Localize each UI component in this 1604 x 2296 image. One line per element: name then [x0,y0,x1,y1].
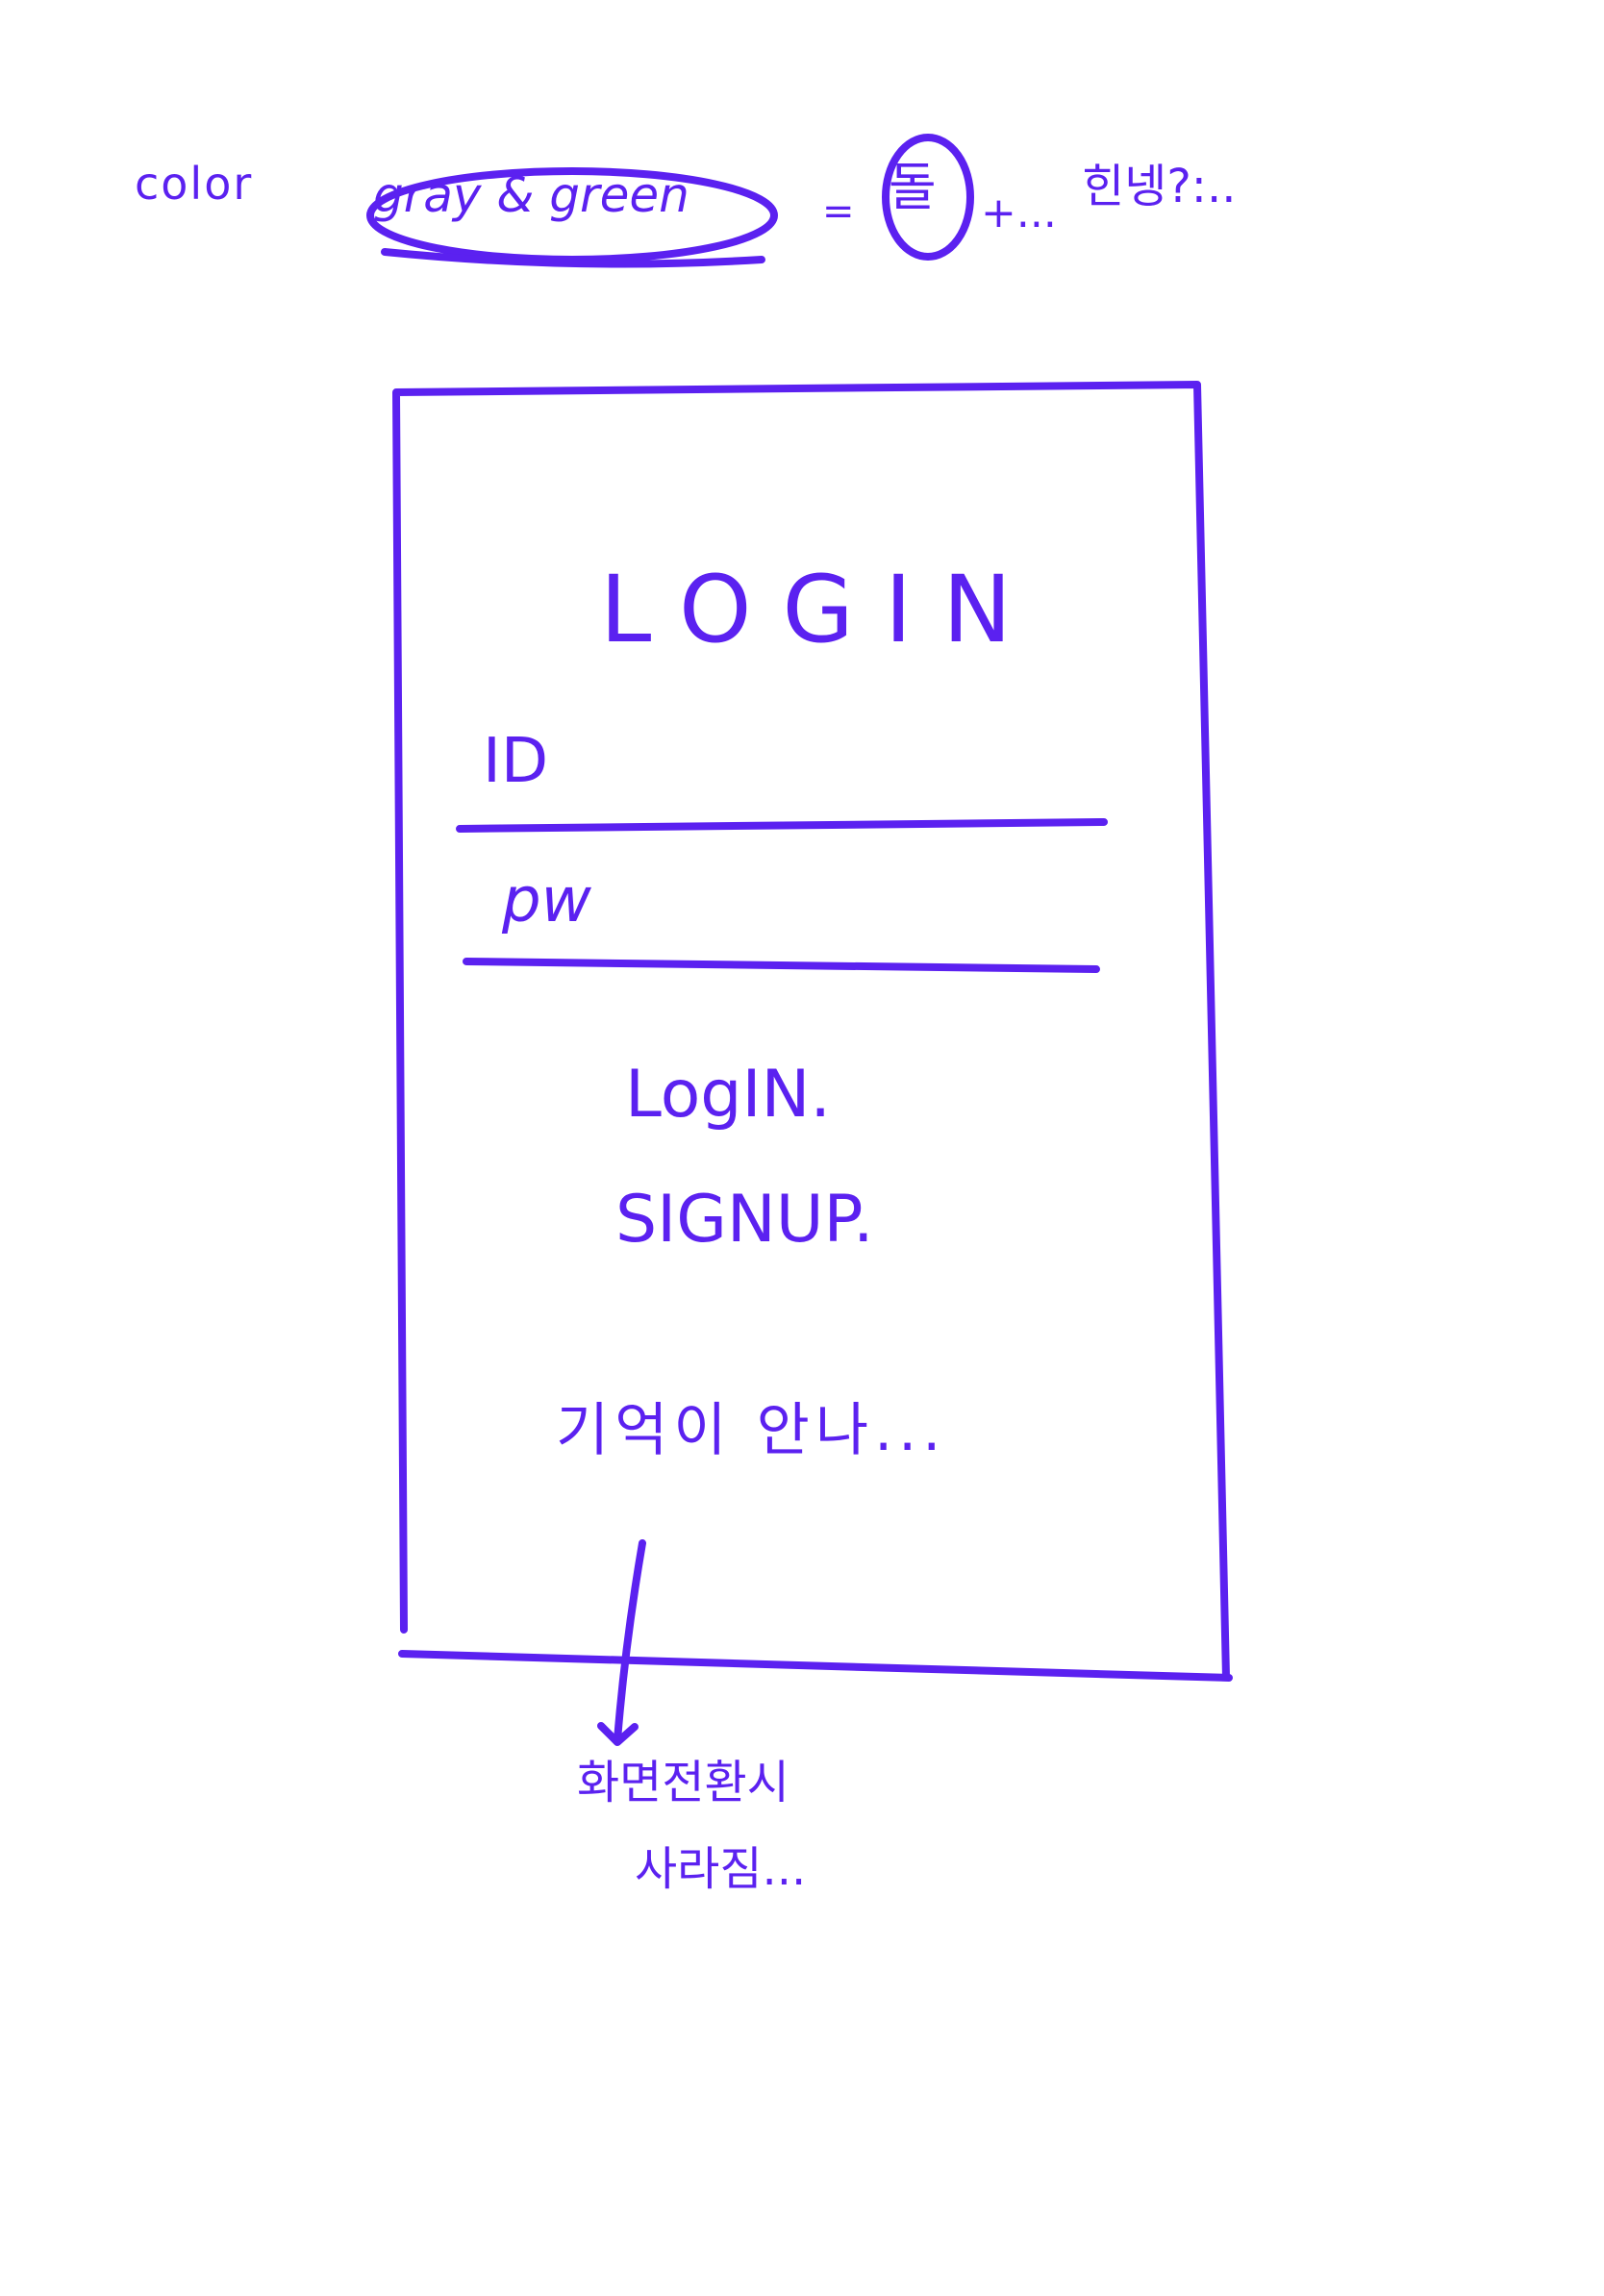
palette-label: gray & green [373,167,689,223]
circled-char: 돌 [889,157,937,217]
pw-field-label: pw [502,865,591,936]
plus-more: +... [981,188,1057,237]
id-field-label: ID [483,726,549,797]
id-underline [456,818,1108,833]
arrow-line [614,1539,646,1744]
arrow-head [597,1722,639,1746]
login-title: LOGIN [599,556,1043,663]
color-label: color [135,158,254,210]
transition-note-line1: 화면전환시 [577,1756,789,1809]
separator-mark: = [822,189,855,234]
phone-frame [392,381,1233,1682]
pw-underline [463,958,1100,973]
palette-underline [381,248,765,268]
note-tail: 힌넹?:.. [1082,160,1237,213]
char-circle [882,134,974,261]
forgot-password-link[interactable]: 기억이 안나... [556,1397,947,1464]
signup-button[interactable]: SIGNUP. [615,1182,874,1258]
login-button[interactable]: LogIN. [625,1057,831,1133]
transition-note-line2: 사라짐... [635,1842,807,1896]
